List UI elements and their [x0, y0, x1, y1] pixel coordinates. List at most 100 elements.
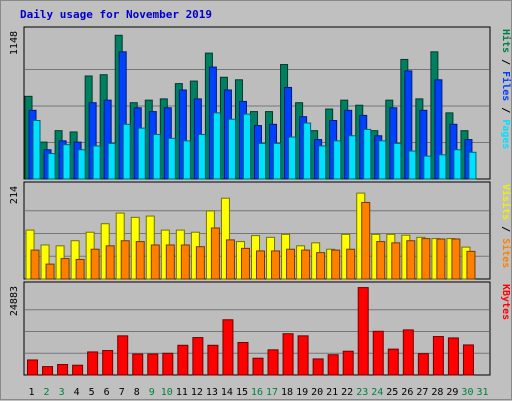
bar-pages-day-16 — [258, 142, 266, 180]
bar-pages-day-18 — [288, 136, 297, 180]
bar-pages-day-17 — [273, 142, 282, 180]
legend-segment: KBytes — [500, 284, 511, 320]
bar-pages-day-10 — [167, 137, 176, 180]
bar-sites-day-10 — [165, 244, 175, 280]
bar-sites-day-18 — [286, 248, 296, 280]
y-max-label: 214 — [9, 186, 20, 204]
bar-kbytes-day-5 — [87, 351, 99, 376]
x-tick-label: 12 — [191, 387, 203, 398]
bar-sites-day-6 — [105, 245, 115, 280]
bar-sites-day-5 — [90, 248, 100, 280]
x-tick-label: 28 — [431, 387, 443, 398]
x-tick-label: 1 — [29, 387, 35, 398]
bar-kbytes-day-28 — [432, 336, 444, 376]
bar-kbytes-day-19 — [297, 335, 309, 376]
bar-pages-day-29 — [453, 149, 462, 180]
bar-sites-day-27 — [421, 238, 431, 280]
bar-pages-day-22 — [348, 135, 357, 180]
bar-pages-day-24 — [378, 140, 387, 180]
x-tick-label: 26 — [401, 387, 413, 398]
x-tick-label: 14 — [221, 387, 233, 398]
bar-pages-day-3 — [62, 144, 71, 180]
bar-sites-day-24 — [376, 241, 386, 280]
bar-kbytes-day-10 — [162, 352, 174, 376]
bar-sites-day-3 — [60, 258, 70, 280]
bar-sites-day-19 — [301, 249, 311, 280]
legend-segment: Files — [500, 71, 512, 101]
x-tick-label: 19 — [296, 387, 308, 398]
x-tick-label: 17 — [266, 387, 278, 398]
bar-pages-day-25 — [393, 142, 402, 180]
bar-sites-day-11 — [180, 244, 190, 280]
bar-sites-day-16 — [256, 250, 265, 280]
bar-kbytes-day-22 — [342, 350, 354, 376]
bar-kbytes-day-24 — [372, 330, 384, 376]
bar-kbytes-day-15 — [237, 341, 249, 376]
y-max-label: 24883 — [9, 286, 20, 316]
x-tick-label: 16 — [251, 387, 263, 398]
bar-sites-day-22 — [346, 248, 356, 280]
bar-pages-day-9 — [152, 133, 161, 180]
x-tick-label: 3 — [59, 387, 65, 398]
bar-kbytes-day-1 — [27, 359, 39, 376]
bar-pages-day-6 — [107, 142, 116, 180]
y-max-label: 1148 — [9, 31, 20, 55]
bar-sites-day-21 — [331, 249, 341, 280]
x-tick-label: 22 — [341, 387, 353, 398]
bar-pages-day-8 — [137, 127, 146, 180]
bar-pages-day-20 — [318, 145, 327, 180]
bar-visits-day-14 — [220, 197, 230, 280]
bar-kbytes-day-11 — [177, 344, 189, 376]
bar-kbytes-day-30 — [462, 344, 474, 376]
x-tick-label: 5 — [89, 387, 95, 398]
bar-kbytes-day-26 — [402, 329, 414, 376]
bar-pages-day-11 — [182, 140, 191, 180]
bar-pages-day-13 — [212, 112, 221, 180]
bar-sites-day-15 — [240, 247, 250, 280]
x-tick-label: 30 — [461, 387, 473, 398]
bar-sites-day-23 — [361, 201, 371, 280]
bar-sites-day-1 — [30, 249, 40, 280]
bar-pages-day-27 — [423, 155, 432, 180]
bar-kbytes-day-29 — [447, 337, 459, 376]
bar-sites-day-26 — [406, 240, 416, 280]
bar-pages-day-30 — [468, 151, 477, 180]
bar-kbytes-day-20 — [312, 358, 324, 376]
x-tick-label: 6 — [104, 387, 110, 398]
bar-sites-day-17 — [271, 250, 281, 280]
bar-pages-day-1 — [32, 119, 41, 180]
bar-sites-day-28 — [436, 238, 446, 280]
bar-kbytes-day-8 — [132, 353, 144, 376]
legend-segment: / — [500, 101, 511, 119]
x-tick-label: 31 — [476, 387, 488, 398]
x-tick-label: 7 — [119, 387, 125, 398]
bar-pages-day-19 — [303, 122, 312, 180]
legend-segment: Hits — [500, 29, 512, 53]
x-tick-label: 20 — [311, 387, 323, 398]
bar-kbytes-day-25 — [387, 348, 399, 376]
bar-kbytes-day-4 — [72, 364, 84, 376]
bar-sites-day-8 — [135, 241, 145, 280]
bar-sites-day-9 — [150, 244, 160, 280]
x-tick-label: 15 — [236, 387, 248, 398]
legend-segment: Pages — [500, 119, 511, 149]
bar-pages-day-21 — [333, 140, 342, 180]
bar-sites-day-29 — [451, 238, 461, 280]
bar-pages-day-14 — [227, 118, 236, 180]
x-tick-label: 2 — [44, 387, 50, 398]
legend-segment: / — [500, 53, 511, 71]
x-tick-label: 24 — [371, 387, 383, 398]
bar-pages-day-26 — [408, 150, 417, 180]
bar-kbytes-day-17 — [267, 349, 279, 376]
x-tick-label: 11 — [176, 387, 188, 398]
bar-pages-day-28 — [438, 154, 447, 180]
bar-sites-day-14 — [225, 239, 235, 280]
x-tick-label: 4 — [74, 387, 80, 398]
bar-kbytes-day-13 — [207, 344, 219, 376]
x-tick-label: 29 — [446, 387, 458, 398]
bar-sites-day-25 — [391, 242, 401, 280]
bar-pages-day-15 — [242, 113, 251, 180]
bar-kbytes-day-9 — [147, 353, 159, 376]
